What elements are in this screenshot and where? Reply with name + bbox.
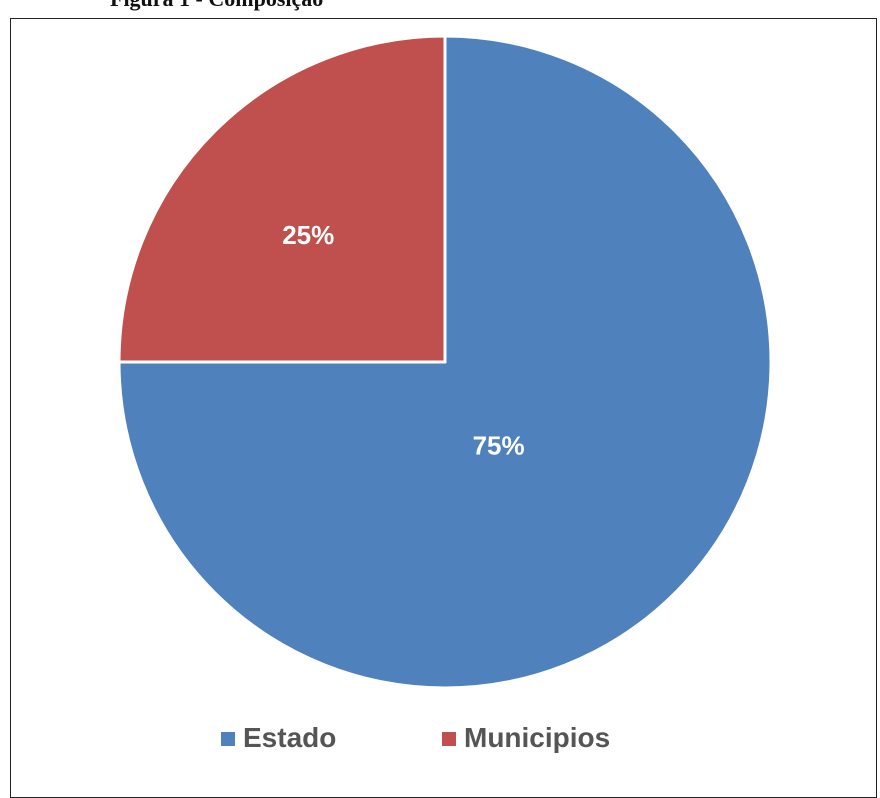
- legend-swatch-municipios: [442, 732, 456, 746]
- pie-slices: [117, 34, 773, 690]
- pie-chart: 75% 25% Estado Municipios: [117, 34, 773, 753]
- chart-legend: Estado Municipios: [221, 722, 610, 753]
- figure-caption: Figura 1 - Composição: [0, 0, 880, 20]
- pie-slice-municipios: [117, 34, 447, 364]
- figure-caption-text: Figura 1 - Composição: [110, 0, 323, 12]
- pie-slice-estado: [117, 34, 773, 690]
- legend-label-municipios: Municipios: [464, 722, 610, 753]
- slice-label-municipios: 25%: [282, 220, 334, 250]
- slice-label-estado: 75%: [473, 431, 525, 461]
- slice-labels: 75% 25%: [282, 220, 524, 460]
- legend-label-estado: Estado: [243, 722, 336, 753]
- legend-swatch-estado: [221, 732, 235, 746]
